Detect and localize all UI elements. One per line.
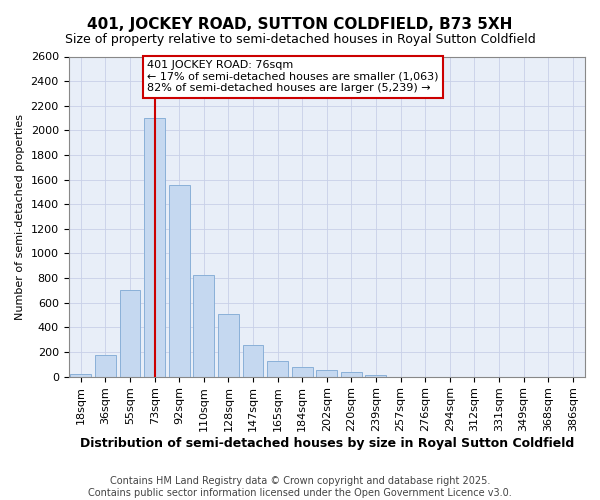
Y-axis label: Number of semi-detached properties: Number of semi-detached properties: [15, 114, 25, 320]
Bar: [341, 372, 362, 376]
Bar: [242, 345, 263, 376]
Bar: [316, 370, 337, 376]
Bar: [119, 290, 140, 376]
Bar: [169, 184, 190, 376]
Bar: [70, 374, 91, 376]
Bar: [144, 118, 165, 376]
Text: 401, JOCKEY ROAD, SUTTON COLDFIELD, B73 5XH: 401, JOCKEY ROAD, SUTTON COLDFIELD, B73 …: [88, 18, 512, 32]
Bar: [95, 355, 116, 376]
Bar: [365, 375, 386, 376]
Bar: [292, 366, 313, 376]
Bar: [193, 275, 214, 376]
Bar: [218, 314, 239, 376]
Text: 401 JOCKEY ROAD: 76sqm
← 17% of semi-detached houses are smaller (1,063)
82% of : 401 JOCKEY ROAD: 76sqm ← 17% of semi-det…: [147, 60, 439, 94]
X-axis label: Distribution of semi-detached houses by size in Royal Sutton Coldfield: Distribution of semi-detached houses by …: [80, 437, 574, 450]
Text: Contains HM Land Registry data © Crown copyright and database right 2025.
Contai: Contains HM Land Registry data © Crown c…: [88, 476, 512, 498]
Bar: [267, 361, 288, 376]
Text: Size of property relative to semi-detached houses in Royal Sutton Coldfield: Size of property relative to semi-detach…: [65, 32, 535, 46]
